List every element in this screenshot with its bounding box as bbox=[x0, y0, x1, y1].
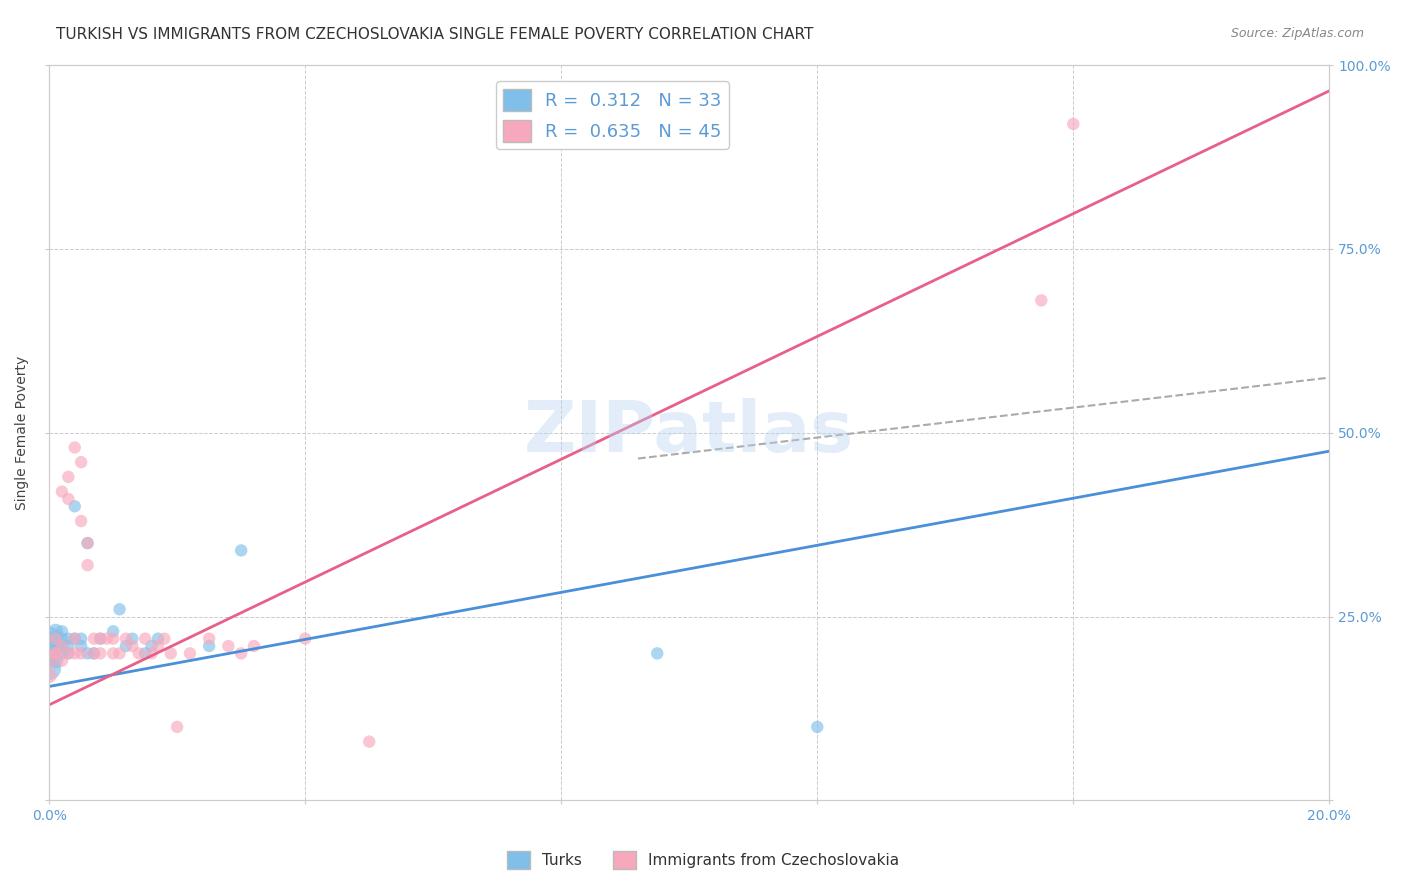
Point bbox=[243, 639, 266, 653]
Text: TURKISH VS IMMIGRANTS FROM CZECHOSLOVAKIA SINGLE FEMALE POVERTY CORRELATION CHAR: TURKISH VS IMMIGRANTS FROM CZECHOSLOVAKI… bbox=[56, 27, 814, 42]
Point bbox=[51, 632, 73, 646]
Point bbox=[141, 639, 163, 653]
Point bbox=[70, 646, 93, 660]
Point bbox=[63, 500, 86, 514]
Point bbox=[83, 632, 105, 646]
Point bbox=[83, 646, 105, 660]
Point bbox=[217, 639, 239, 653]
Point bbox=[76, 536, 98, 550]
Point bbox=[115, 632, 138, 646]
Point bbox=[121, 632, 143, 646]
Point bbox=[45, 624, 67, 639]
Point bbox=[70, 455, 93, 469]
Point bbox=[231, 543, 253, 558]
Point bbox=[58, 646, 80, 660]
Point bbox=[51, 624, 73, 639]
Point bbox=[359, 734, 381, 748]
Point bbox=[134, 646, 156, 660]
Point bbox=[1031, 293, 1053, 308]
Point bbox=[63, 441, 86, 455]
Point bbox=[153, 632, 176, 646]
Point bbox=[101, 624, 124, 639]
Point bbox=[76, 558, 98, 573]
Point bbox=[38, 668, 60, 682]
Point bbox=[45, 632, 67, 646]
Point bbox=[76, 646, 98, 660]
Point bbox=[101, 646, 124, 660]
Point bbox=[58, 646, 80, 660]
Point bbox=[38, 661, 60, 675]
Point bbox=[806, 720, 828, 734]
Point bbox=[231, 646, 253, 660]
Point bbox=[63, 632, 86, 646]
Point bbox=[198, 632, 221, 646]
Point bbox=[108, 602, 131, 616]
Point bbox=[1062, 117, 1084, 131]
Point bbox=[89, 632, 111, 646]
Point bbox=[51, 639, 73, 653]
Point bbox=[166, 720, 188, 734]
Legend: Turks, Immigrants from Czechoslovakia: Turks, Immigrants from Czechoslovakia bbox=[501, 845, 905, 875]
Point bbox=[121, 639, 143, 653]
Point bbox=[179, 646, 201, 660]
Point bbox=[45, 646, 67, 660]
Point bbox=[294, 632, 316, 646]
Point bbox=[70, 632, 93, 646]
Point bbox=[38, 646, 60, 660]
Point bbox=[108, 646, 131, 660]
Point bbox=[70, 639, 93, 653]
Point bbox=[83, 646, 105, 660]
Point bbox=[45, 654, 67, 668]
Point bbox=[38, 632, 60, 646]
Point bbox=[159, 646, 181, 660]
Point bbox=[96, 632, 118, 646]
Point bbox=[141, 646, 163, 660]
Point bbox=[89, 632, 111, 646]
Point bbox=[76, 536, 98, 550]
Point bbox=[58, 632, 80, 646]
Point bbox=[134, 632, 156, 646]
Point bbox=[146, 632, 169, 646]
Point bbox=[645, 646, 668, 660]
Point bbox=[128, 646, 150, 660]
Point bbox=[58, 470, 80, 484]
Point bbox=[45, 639, 67, 653]
Point bbox=[58, 491, 80, 506]
Point bbox=[89, 646, 111, 660]
Point bbox=[70, 514, 93, 528]
Point bbox=[51, 484, 73, 499]
Legend: R =  0.312   N = 33, R =  0.635   N = 45: R = 0.312 N = 33, R = 0.635 N = 45 bbox=[496, 81, 728, 149]
Point bbox=[198, 639, 221, 653]
Point bbox=[51, 639, 73, 653]
Point bbox=[63, 646, 86, 660]
Point bbox=[51, 646, 73, 660]
Point bbox=[45, 646, 67, 660]
Point bbox=[38, 654, 60, 668]
Text: ZIPatlas: ZIPatlas bbox=[524, 398, 855, 467]
Point bbox=[63, 632, 86, 646]
Point bbox=[51, 654, 73, 668]
Text: Source: ZipAtlas.com: Source: ZipAtlas.com bbox=[1230, 27, 1364, 40]
Point bbox=[45, 632, 67, 646]
Point bbox=[101, 632, 124, 646]
Point bbox=[146, 639, 169, 653]
Point bbox=[58, 639, 80, 653]
Point bbox=[115, 639, 138, 653]
Y-axis label: Single Female Poverty: Single Female Poverty bbox=[15, 356, 30, 510]
